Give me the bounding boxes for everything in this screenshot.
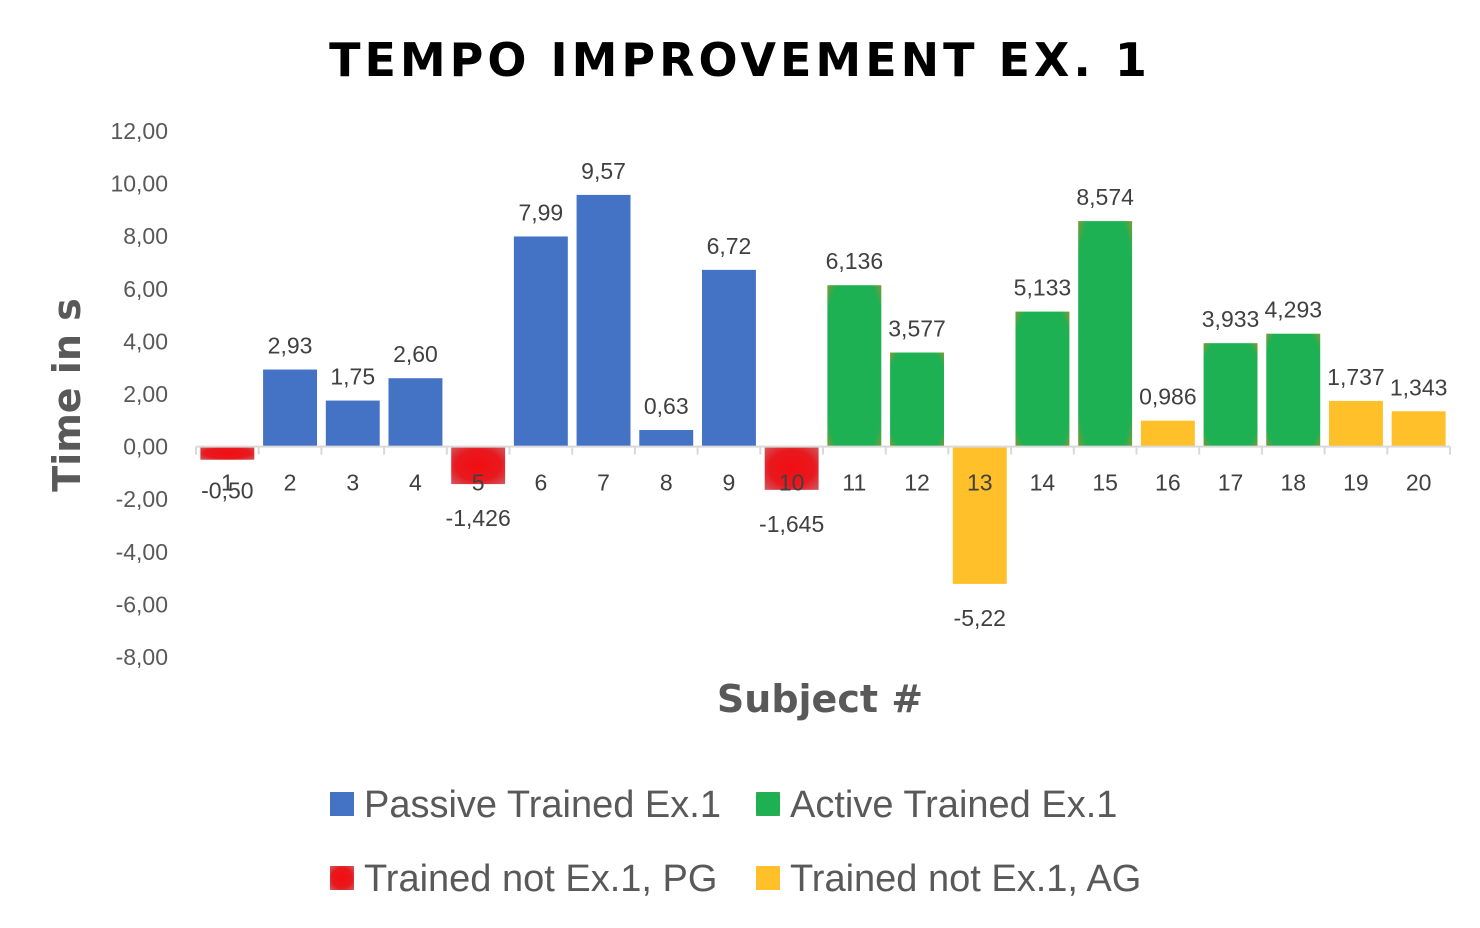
legend-label: Active Trained Ex.1 xyxy=(790,784,1117,826)
data-label: 2,93 xyxy=(268,333,313,359)
y-axis-title: Time in s xyxy=(45,298,89,491)
data-label: -0,50 xyxy=(201,478,253,504)
bar xyxy=(1203,343,1258,447)
y-tick-label: 8,00 xyxy=(123,223,168,249)
bar xyxy=(1015,311,1070,447)
data-label: 7,99 xyxy=(518,199,563,225)
bar xyxy=(325,400,380,447)
data-label: 3,933 xyxy=(1202,306,1260,332)
x-tick-label: 10 xyxy=(779,470,805,496)
y-tick-label: 6,00 xyxy=(123,276,168,302)
y-axis-ticks: 12,00 10,00 8,00 6,00 4,00 2,00 0,00 -2,00 -4,00… xyxy=(110,118,168,670)
data-label: 6,72 xyxy=(707,233,752,259)
legend-label: Trained not Ex.1, PG xyxy=(364,858,717,900)
data-label: 8,574 xyxy=(1076,184,1134,210)
y-tick-label: -8,00 xyxy=(116,644,168,670)
bar xyxy=(200,446,255,460)
data-label: 2,60 xyxy=(393,341,438,367)
bar xyxy=(263,369,318,447)
data-label: 1,75 xyxy=(330,364,375,390)
data-label: -5,22 xyxy=(954,605,1006,631)
y-tick-label: 12,00 xyxy=(110,118,168,144)
bar xyxy=(1078,221,1133,447)
bar xyxy=(952,446,1007,584)
x-tick-label: 12 xyxy=(904,470,930,496)
x-tick-label: 2 xyxy=(284,470,297,496)
y-tick-label: -2,00 xyxy=(116,486,168,512)
data-label: 9,57 xyxy=(581,158,626,184)
bar xyxy=(1328,400,1383,447)
bar xyxy=(827,285,882,447)
bar xyxy=(1391,411,1446,447)
x-tick-label: 17 xyxy=(1218,470,1244,496)
data-label: 3,577 xyxy=(888,316,946,342)
x-tick-label: 7 xyxy=(597,470,610,496)
x-tick-label: 19 xyxy=(1343,470,1369,496)
x-tick-label: 6 xyxy=(534,470,547,496)
data-label: 5,133 xyxy=(1014,275,1072,301)
x-tick-label: 14 xyxy=(1030,470,1056,496)
x-tick-label: 18 xyxy=(1280,470,1306,496)
y-tick-label: -4,00 xyxy=(116,539,168,565)
y-tick-label: 2,00 xyxy=(123,381,168,407)
legend: Passive Trained Ex.1 Active Trained Ex.1 T… xyxy=(330,784,1141,900)
data-label: 1,343 xyxy=(1390,374,1448,400)
bar xyxy=(1140,420,1195,447)
legend-item: Trained not Ex.1, AG xyxy=(756,858,1141,900)
data-labels-group: -0,50 2,93 1,75 2,60 -1,426 7,99 9,57 0,63 6,72 -… xyxy=(201,158,1447,631)
x-tick-label: 3 xyxy=(346,470,359,496)
legend-swatch xyxy=(756,866,780,890)
legend-item: Active Trained Ex.1 xyxy=(756,784,1117,826)
x-tick-label: 4 xyxy=(409,470,422,496)
data-label: 6,136 xyxy=(826,248,884,274)
x-tick-label: 5 xyxy=(472,470,485,496)
bar xyxy=(701,269,756,447)
y-tick-label: -6,00 xyxy=(116,591,168,617)
x-tick-label: 11 xyxy=(842,470,866,496)
bars-group xyxy=(200,194,1446,584)
x-axis-ticks: 1 2 3 4 5 6 7 8 9 10 11 12 13 14 15 16 17 18 19 20 xyxy=(221,470,1431,496)
x-tick-label: 16 xyxy=(1155,470,1181,496)
legend-swatch xyxy=(330,792,354,816)
x-tick-label: 1 xyxy=(221,470,234,496)
bar xyxy=(890,352,945,447)
y-tick-label: 4,00 xyxy=(123,328,168,354)
legend-label: Trained not Ex.1, AG xyxy=(790,858,1141,900)
data-label: 1,737 xyxy=(1327,364,1385,390)
data-label: -1,426 xyxy=(446,505,511,531)
bar xyxy=(639,430,694,447)
x-tick-label: 8 xyxy=(660,470,673,496)
bar xyxy=(1266,333,1321,447)
legend-item: Trained not Ex.1, PG xyxy=(330,858,717,900)
bar xyxy=(388,378,443,447)
bar xyxy=(451,446,506,485)
x-tick-label: 15 xyxy=(1092,470,1118,496)
data-label: 0,63 xyxy=(644,393,689,419)
y-tick-label: 0,00 xyxy=(123,434,168,460)
x-tick-label: 20 xyxy=(1406,470,1432,496)
bar xyxy=(576,194,631,447)
y-tick-label: 10,00 xyxy=(110,171,168,197)
legend-item: Passive Trained Ex.1 xyxy=(330,784,721,826)
x-tick-label: 13 xyxy=(967,470,993,496)
x-tick-label: 9 xyxy=(723,470,736,496)
legend-label: Passive Trained Ex.1 xyxy=(364,784,721,826)
data-label: 4,293 xyxy=(1264,297,1322,323)
chart-title: TEMPO IMPROVEMENT EX. 1 xyxy=(329,33,1151,87)
legend-swatch xyxy=(756,792,780,816)
legend-swatch xyxy=(330,866,354,890)
bar xyxy=(513,236,568,447)
data-label: 0,986 xyxy=(1139,384,1197,410)
bar xyxy=(764,446,819,490)
x-axis-line-group xyxy=(195,445,1451,455)
x-axis-title: Subject # xyxy=(717,677,923,721)
data-label: -1,645 xyxy=(759,511,824,537)
